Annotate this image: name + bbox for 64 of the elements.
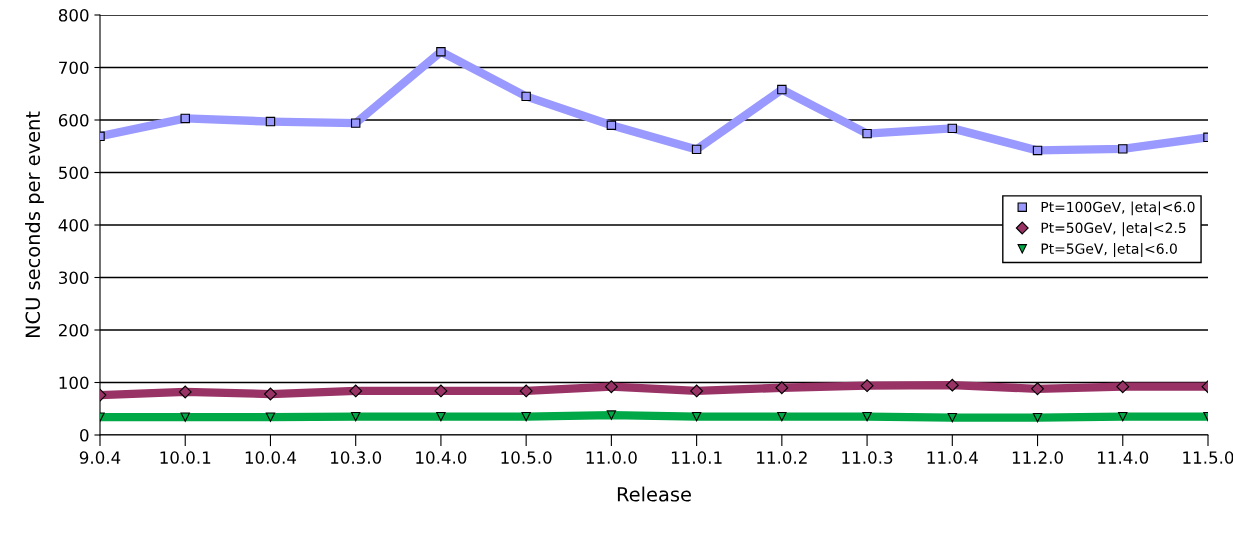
point [860,379,874,393]
x-tick-label: 11.0.2 [757,451,807,464]
y-tick-label: 200 [58,323,89,337]
point [521,411,531,422]
y-axis-title: NCU seconds per event [25,111,44,338]
point [862,411,872,422]
point [777,84,787,95]
legend-label: Pt=5GeV, |eta|<6.0 [1041,243,1177,257]
x-tick-label: 11.0.0 [586,451,637,464]
y-tick-label: 0 [80,428,89,442]
x-tick-label: 11.0.3 [842,451,893,464]
x-tick-label: 11.0.1 [671,451,722,464]
point [265,116,276,127]
legend-label: Pt=50GeV, |eta|<2.5 [1041,222,1186,237]
point [350,411,361,422]
point [521,91,531,102]
x-tick-label: 10.0.4 [245,451,297,464]
point [945,378,959,392]
point [862,128,872,139]
point [775,381,789,395]
y-tick-label: 700 [59,61,89,75]
point [178,385,192,399]
point [777,411,787,422]
point [350,118,361,128]
x-tick-label: 11.2.0 [1012,451,1063,464]
legend-label: Pt=100GeV, |eta|<6.0 [1041,201,1195,216]
point [947,412,958,423]
point [180,412,190,422]
point [264,387,277,401]
y-tick-label: 500 [59,166,89,180]
x-tick-label: 11.4.0 [1098,451,1149,464]
point [436,47,446,57]
x-tick-label: 9.0.4 [79,451,121,464]
y-tick-label: 100 [59,376,89,390]
x-tick-label: 10.5.0 [501,451,552,464]
point [1118,144,1128,154]
x-axis-title: Release [617,486,691,502]
point [606,120,617,130]
point [1116,380,1130,394]
point [265,412,276,422]
point [947,123,958,134]
y-tick-label: 600 [58,113,89,127]
point [436,411,446,422]
point [434,384,448,398]
point [691,411,702,422]
x-tick-label: 11.0.4 [927,451,978,464]
point [349,384,363,398]
point [1118,411,1128,422]
point [690,384,704,398]
y-tick-label: 800 [58,8,89,22]
point [1031,382,1044,396]
x-tick-label: 11.5.0 [1183,451,1233,464]
x-tick-label: 10.3.0 [331,451,382,464]
x-tick-label: 10.0.1 [160,451,211,464]
point [519,384,533,398]
point [606,410,617,420]
y-tick-label: 300 [59,271,89,285]
y-tick-label: 400 [58,218,89,232]
point [604,380,618,394]
point [1032,145,1043,156]
point [1032,412,1043,423]
point [180,113,190,124]
point [691,144,702,155]
x-tick-label: 10.4.0 [416,451,467,464]
